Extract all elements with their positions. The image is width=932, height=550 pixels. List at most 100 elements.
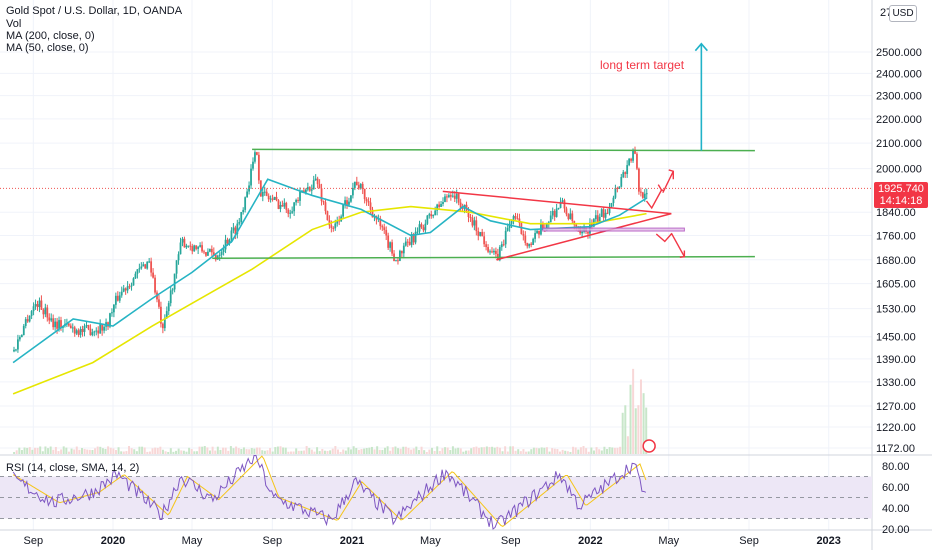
volume-bar [44, 446, 47, 454]
candle-body [191, 246, 194, 252]
volume-bar [397, 448, 400, 454]
candle-body [383, 227, 386, 231]
currency-badge[interactable]: USD [889, 5, 917, 22]
candle-body [620, 177, 623, 187]
volume-legend: Vol [6, 18, 22, 30]
candle-body [277, 200, 280, 209]
volume-bar [138, 446, 141, 454]
candle-body [502, 244, 505, 246]
candle-body [357, 185, 360, 189]
candle-body [559, 201, 562, 208]
volume-bar [433, 450, 436, 454]
volume-bar [316, 447, 319, 454]
volume-bar [245, 449, 248, 454]
candle-body [453, 195, 456, 199]
volume-bar [323, 450, 326, 454]
volume-bar [78, 449, 81, 454]
volume-bar [446, 447, 449, 454]
volume-bar [454, 448, 457, 454]
volume-bar [336, 449, 339, 454]
volume-bar [52, 449, 55, 454]
triangle-lower-line[interactable] [496, 212, 672, 261]
volume-bar [386, 446, 389, 454]
bull-scenario-arrow-1-head[interactable] [657, 184, 665, 192]
candle-body [199, 245, 201, 247]
candle-body [285, 202, 288, 210]
time-tick-label: May [658, 535, 679, 547]
volume-bar [49, 446, 52, 454]
candle-body [320, 188, 323, 202]
support-zone[interactable] [542, 227, 685, 232]
bear-scenario-arrow-2[interactable] [670, 232, 685, 258]
volume-bar [577, 449, 580, 454]
bull-scenario-arrow-2-head[interactable] [668, 169, 674, 180]
bull-scenario-arrow-2[interactable] [662, 170, 674, 194]
candle-body [477, 231, 480, 236]
volume-bar [441, 448, 444, 454]
candle-body [504, 230, 507, 245]
candle-body [261, 192, 264, 197]
volume-bar [511, 446, 514, 454]
candle-body [167, 303, 170, 312]
triangle-upper-line[interactable] [442, 190, 672, 215]
volume-bar [303, 450, 306, 454]
news-event-icon[interactable] [642, 439, 656, 453]
candle-body [600, 209, 603, 217]
candle-body [201, 245, 203, 252]
candle-body [232, 227, 235, 231]
candle-body [563, 200, 566, 209]
candle-body [22, 325, 25, 336]
candle-body [602, 209, 605, 218]
price-tick-label: 1605.00 [876, 279, 916, 291]
bear-scenario-arrow-2-head[interactable] [679, 250, 686, 258]
candle-body [75, 330, 78, 334]
candle-body [197, 246, 200, 249]
candle-body [557, 207, 560, 209]
candle-body [520, 223, 523, 234]
volume-bar [62, 446, 65, 454]
bear-scenario-arrow-1[interactable] [655, 233, 672, 243]
candle-body [630, 158, 632, 161]
volume-bar [287, 451, 290, 454]
volume-bar [632, 368, 635, 454]
candle-body [273, 196, 276, 200]
volume-bar [216, 446, 219, 454]
bull-scenario-arrow-1[interactable] [645, 189, 663, 210]
candle-body [598, 216, 601, 223]
volume-bar [360, 449, 363, 454]
candle-body [50, 318, 53, 321]
volume-bar [600, 450, 603, 454]
candle-body [487, 247, 489, 252]
candle-body [173, 273, 176, 290]
volume-bar [104, 448, 107, 454]
candle-body [624, 172, 627, 174]
time-tick-label: Sep [24, 535, 44, 547]
volume-bar [321, 448, 324, 454]
candle-body [514, 216, 517, 219]
volume-bar [642, 393, 645, 454]
candle-body [36, 304, 39, 308]
volume-bar [96, 446, 99, 454]
channel-top-line[interactable] [252, 148, 755, 152]
candle-body [142, 264, 145, 267]
volume-bar [590, 447, 593, 454]
candle-body [534, 233, 536, 239]
candle-body [389, 242, 392, 248]
candle-body [18, 337, 21, 340]
volume-bar [107, 446, 110, 454]
volume-bar [31, 449, 34, 454]
volume-bar [305, 446, 308, 454]
channel-bottom-line[interactable] [212, 255, 755, 259]
price-tick-label: 2100.000 [876, 138, 922, 150]
volume-bar [491, 446, 494, 454]
candle-body [175, 260, 178, 274]
price-tick-label: 2000.000 [876, 164, 922, 176]
candle-body [493, 250, 495, 253]
candle-body [150, 261, 153, 273]
volume-bar [619, 446, 622, 454]
candle-body [322, 201, 325, 203]
volume-bar [378, 449, 381, 454]
price-tick-label: 1172.00 [876, 443, 915, 455]
candle-body [491, 251, 493, 253]
